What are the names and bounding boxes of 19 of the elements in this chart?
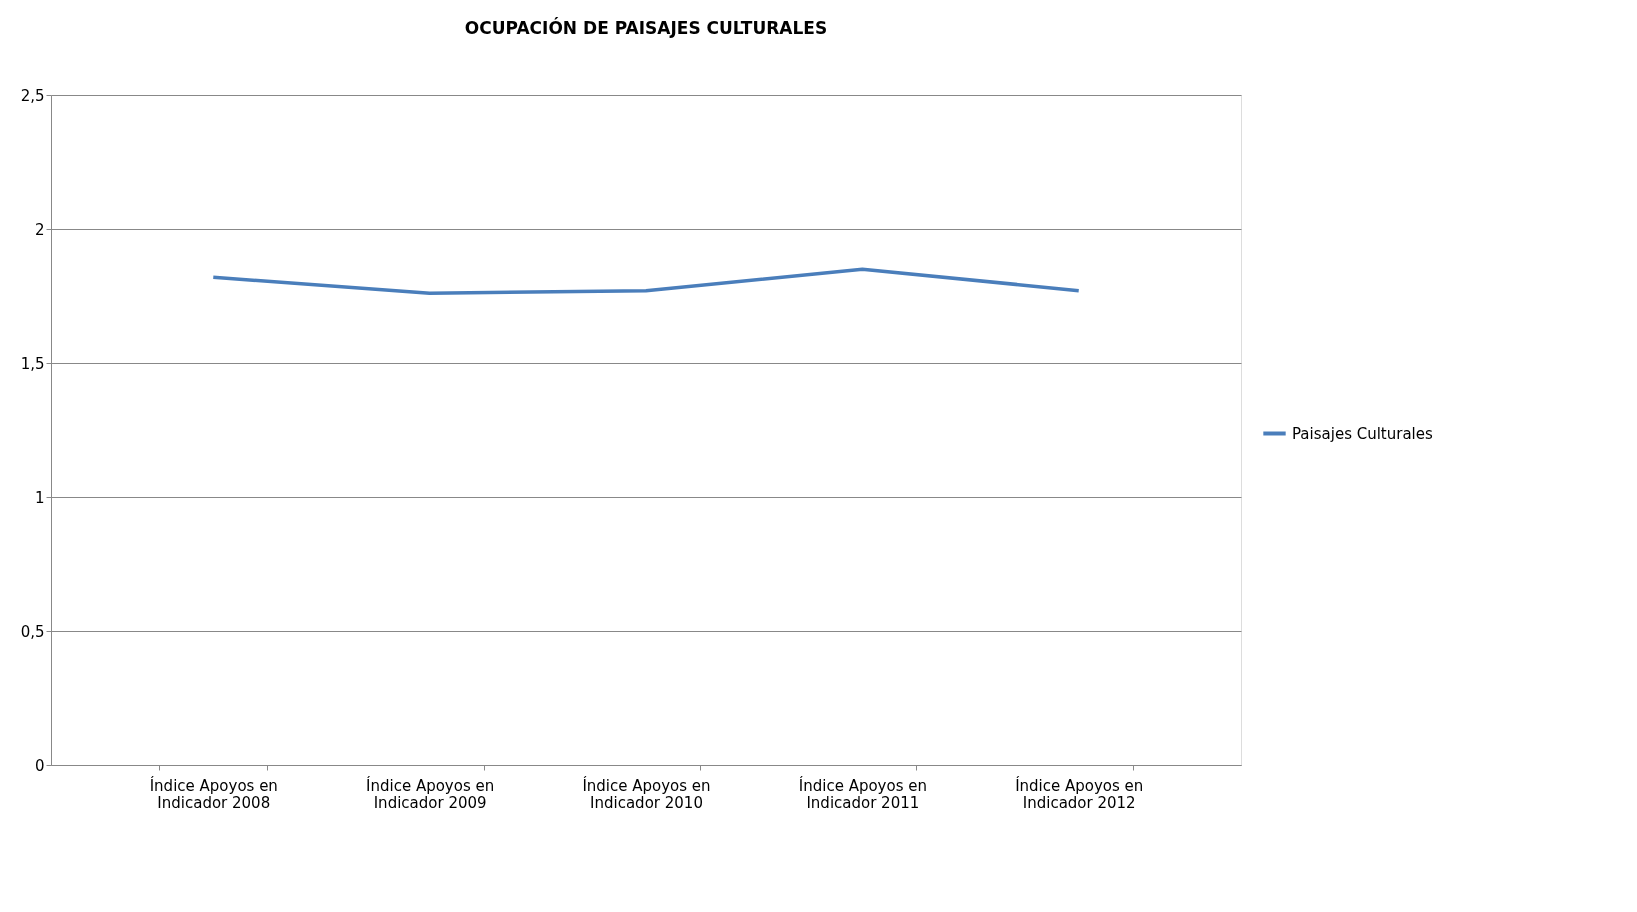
- category-label: Indicador 2012: [1022, 793, 1136, 812]
- y-tick-label: 1,5: [20, 354, 45, 373]
- category-label: Indicador 2009: [373, 793, 487, 812]
- y-tick-label: 0: [34, 756, 45, 775]
- y-tick-label: 2: [34, 220, 45, 239]
- category-label: Índice Apoyos en: [798, 776, 927, 795]
- category-label: Índice Apoyos en: [582, 776, 711, 795]
- category-label: Indicador 2010: [590, 793, 703, 812]
- category-label: Indicador 2011: [806, 793, 920, 812]
- category-label: Índice Apoyos en: [366, 776, 495, 795]
- category-label: Índice Apoyos en: [149, 776, 278, 795]
- category-label: Indicador 2008: [157, 793, 271, 812]
- category-label: Índice Apoyos en: [1015, 776, 1144, 795]
- y-tick-label: 2,5: [20, 86, 45, 105]
- chart-title: OCUPACIÓN DE PAISAJES CULTURALES: [464, 17, 828, 38]
- y-tick-label: 0,5: [20, 622, 45, 641]
- legend-label: Paisajes Culturales: [1292, 424, 1434, 443]
- line-series: [211, 267, 1081, 296]
- y-tick-label: 1: [34, 488, 45, 507]
